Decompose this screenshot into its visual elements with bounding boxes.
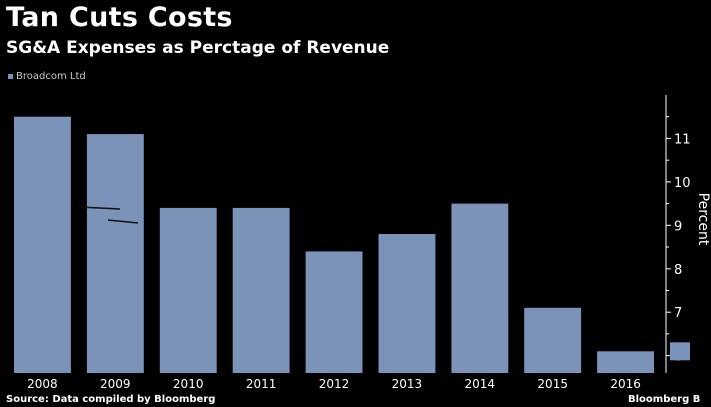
bar-2011	[232, 207, 290, 373]
y-tick-label: 10	[674, 176, 691, 191]
y-tick-label: 7	[674, 306, 682, 321]
x-tick-label: 2013	[392, 377, 423, 391]
bar-2010	[159, 207, 217, 373]
chart-subtitle: SG&A Expenses as Perctage of Revenue	[6, 38, 390, 58]
y-tick-label: 8	[674, 263, 682, 278]
bar-2015	[524, 307, 582, 373]
y-tick-label: 9	[674, 219, 682, 234]
source-note: Source: Data compiled by Bloomberg	[6, 394, 216, 405]
decorative-line	[78, 206, 121, 210]
x-tick-label: 2008	[27, 377, 58, 391]
bar-2016	[597, 351, 654, 373]
bar-2009	[86, 134, 144, 373]
legend-swatch	[8, 74, 13, 79]
legend: Broadcom Ltd	[8, 71, 86, 82]
x-tick-label: 2012	[319, 377, 350, 391]
brand-label: Bloomberg B	[628, 394, 701, 405]
chart-title: Tan Cuts Costs	[6, 2, 233, 33]
x-tick-label: 2009	[100, 377, 131, 391]
x-axis-labels: 2008 2009 2010 2011 2012 2013 2014 2015 2016	[27, 377, 641, 391]
bars-group	[14, 116, 654, 373]
legend-label: Broadcom Ltd	[16, 71, 86, 82]
bar-2014	[451, 203, 509, 373]
bar-2012	[305, 251, 363, 373]
bar-2013	[378, 234, 436, 373]
last-value-marker	[670, 342, 690, 361]
y-axis-title: Percent	[695, 193, 711, 246]
x-tick-label: 2014	[465, 377, 496, 391]
y-tick-label: 11	[674, 132, 691, 147]
bar-2008	[14, 116, 71, 373]
decorative-line	[107, 219, 139, 224]
x-tick-label: 2016	[610, 377, 641, 391]
x-tick-label: 2015	[537, 377, 568, 391]
x-tick-label: 2011	[246, 377, 277, 391]
x-tick-label: 2010	[173, 377, 204, 391]
